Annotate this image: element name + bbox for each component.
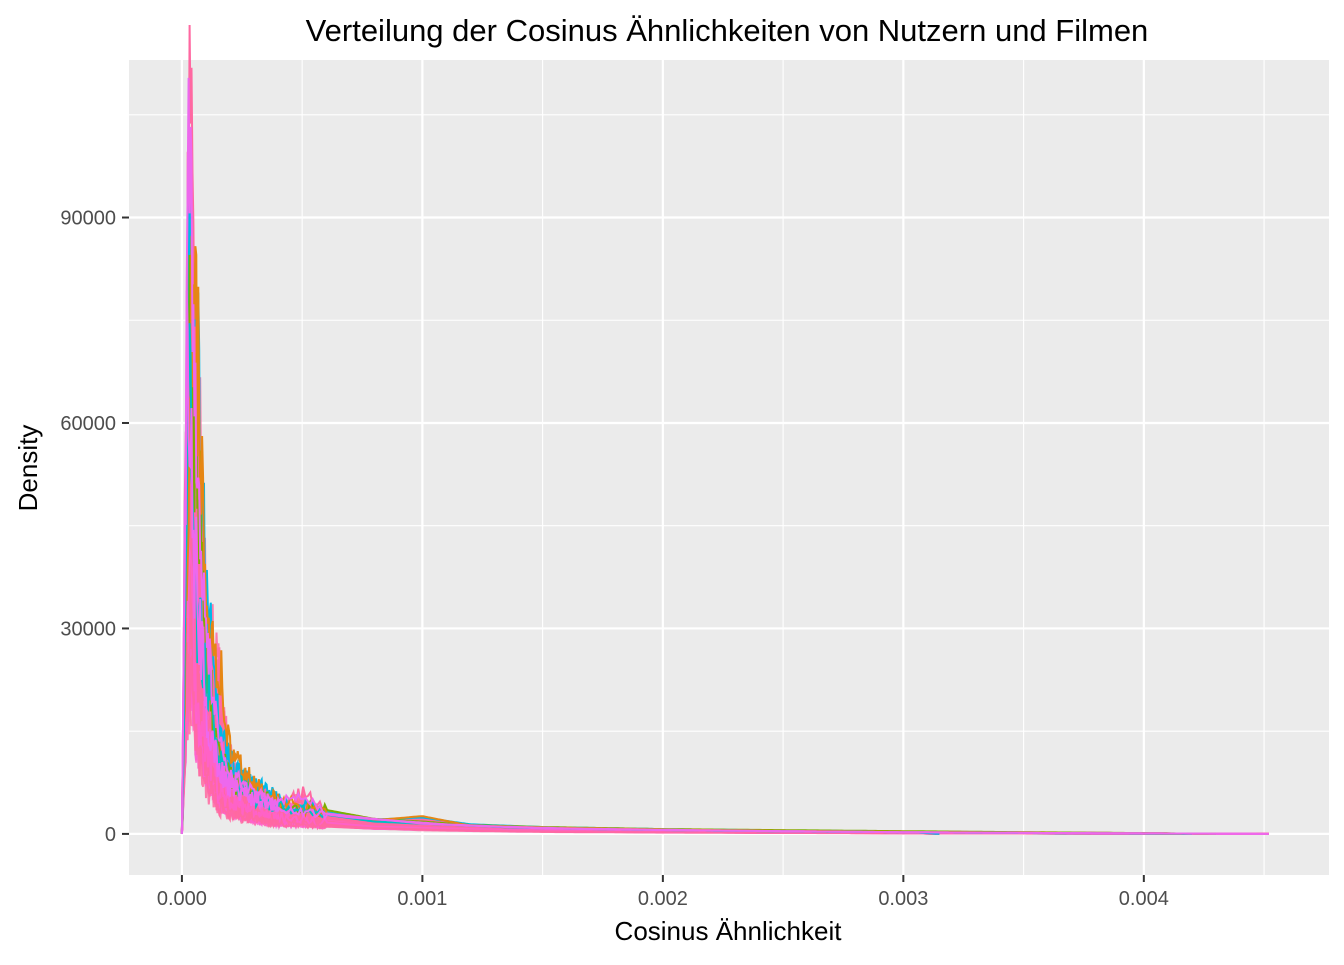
y-tick-label: 60000 <box>60 413 116 435</box>
x-axis-title: Cosinus Ähnlichkeit <box>615 916 843 946</box>
x-tick-label: 0.004 <box>1119 888 1169 910</box>
y-tick-label: 30000 <box>60 618 116 640</box>
y-tick-label: 0 <box>105 824 116 846</box>
density-curves <box>180 24 1269 835</box>
y-axis-ticks: 0 30000 60000 90000 <box>60 208 129 846</box>
x-tick-label: 0.000 <box>157 888 207 910</box>
plot-panel <box>129 60 1329 875</box>
minor-gridlines <box>129 60 1329 875</box>
chart-title: Verteilung der Cosinus Ähnlichkeiten von… <box>306 13 1149 48</box>
density-curve <box>180 77 1269 835</box>
x-tick-label: 0.003 <box>878 888 928 910</box>
x-tick-label: 0.001 <box>397 888 447 910</box>
y-tick-label: 90000 <box>60 208 116 230</box>
x-axis-ticks: 0.000 0.001 0.002 0.003 0.004 <box>157 875 1169 910</box>
y-axis-title: Density <box>13 425 43 512</box>
x-tick-label: 0.002 <box>638 888 688 910</box>
